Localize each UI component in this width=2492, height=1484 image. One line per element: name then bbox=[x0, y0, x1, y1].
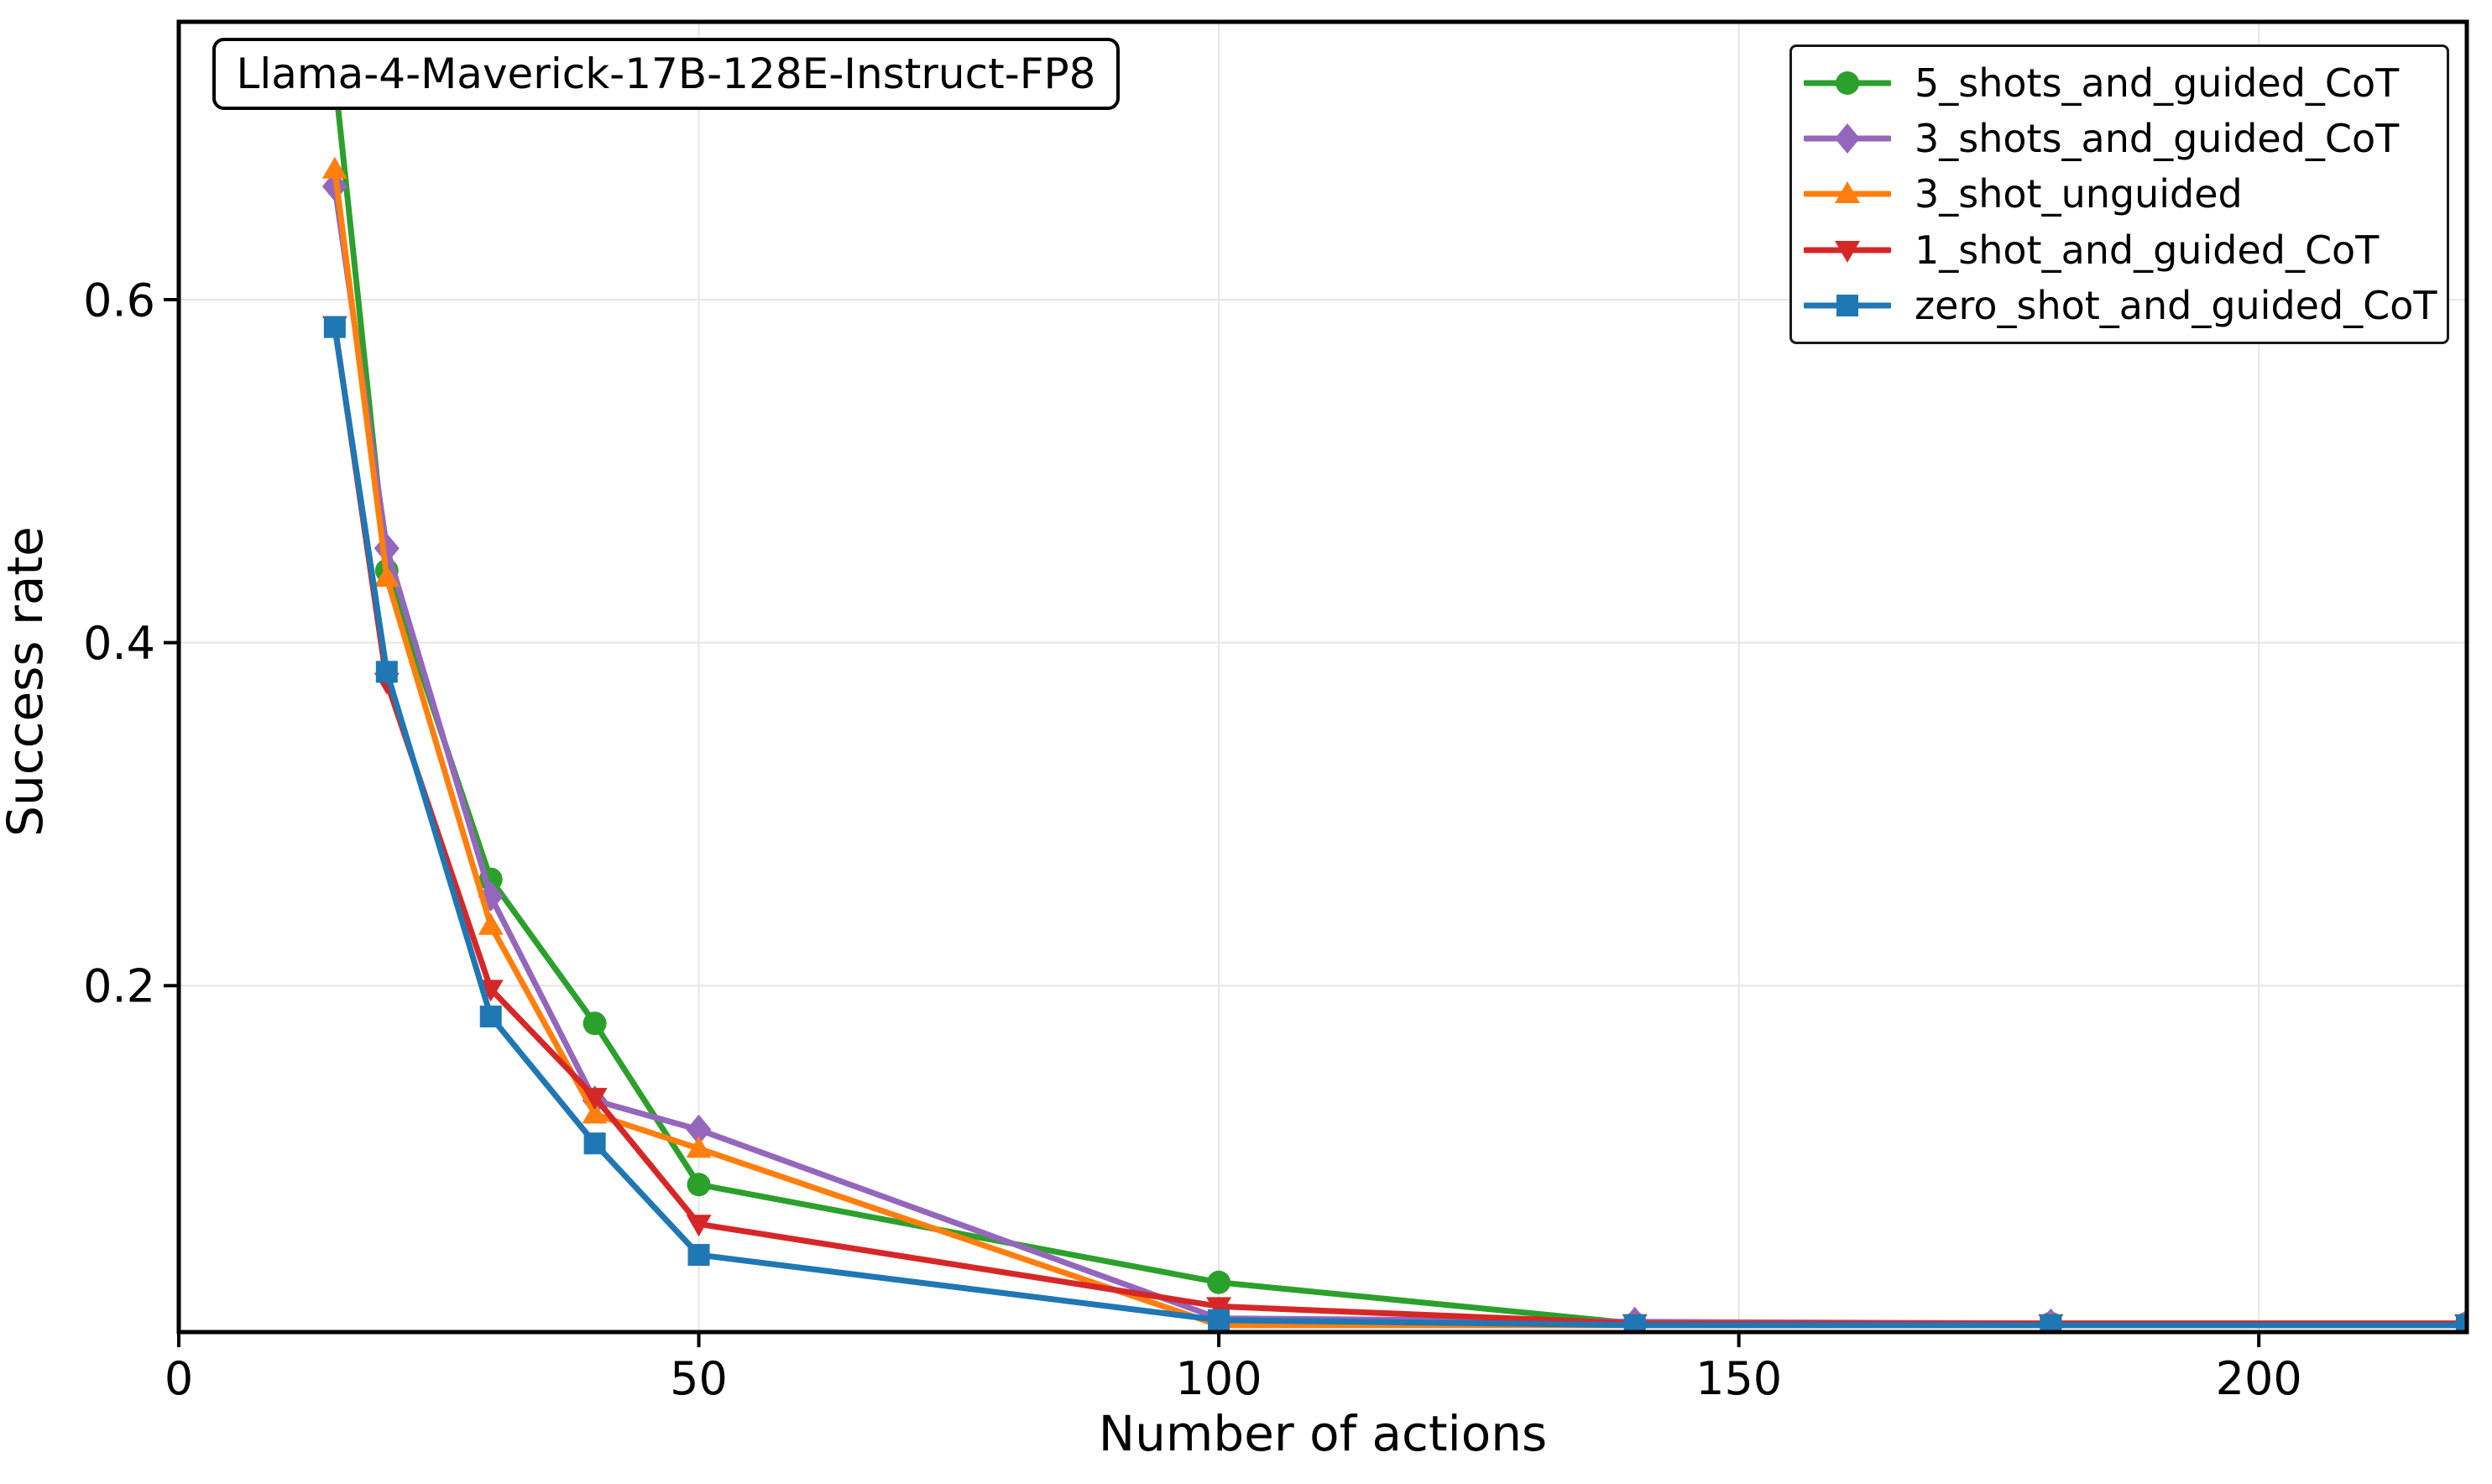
series-zero_shot_and_guided_CoT bbox=[323, 316, 2467, 1332]
circle-legend-marker-icon bbox=[1804, 71, 1891, 96]
y-tick-label-0.2: 0.2 bbox=[83, 960, 155, 1013]
x-tick-label-0: 0 bbox=[165, 1352, 193, 1405]
legend-label: 3_shot_unguided bbox=[1915, 171, 2243, 217]
legend-label: zero_shot_and_guided_CoT bbox=[1915, 282, 2437, 328]
legend-item-3_shots_and_guided_CoT: 3_shots_and_guided_CoT bbox=[1804, 112, 2435, 165]
x-tick-label-50: 50 bbox=[670, 1352, 728, 1405]
x-ticks bbox=[177, 1334, 2261, 1347]
chart-title-box: Llama-4-Maverick-17B-128E-Instruct-FP8 bbox=[212, 38, 1120, 110]
diamond-legend-marker-icon bbox=[1804, 123, 1891, 154]
legend-item-5_shots_and_guided_CoT: 5_shots_and_guided_CoT bbox=[1804, 56, 2435, 110]
triangle-up-legend-marker-icon bbox=[1804, 181, 1891, 204]
legend-label: 5_shots_and_guided_CoT bbox=[1915, 60, 2400, 107]
series-1_shot_and_guided_CoT bbox=[321, 316, 2467, 1332]
square-legend-marker-icon bbox=[1804, 294, 1891, 316]
y-ticks bbox=[164, 297, 177, 988]
legend-item-zero_shot_and_guided_CoT: zero_shot_and_guided_CoT bbox=[1804, 279, 2437, 332]
x-tick-label-200: 200 bbox=[2216, 1352, 2302, 1405]
y-tick-label-0.4: 0.4 bbox=[83, 617, 155, 670]
chart-title: Llama-4-Maverick-17B-128E-Instruct-FP8 bbox=[236, 50, 1096, 98]
x-tick-label-100: 100 bbox=[1176, 1352, 1262, 1405]
y-tick-label-0.6: 0.6 bbox=[83, 274, 155, 327]
y-axis-label: Success rate bbox=[0, 526, 54, 837]
series-group bbox=[321, 65, 2467, 1332]
legend: 5_shots_and_guided_CoT 3_shots_and_guided… bbox=[1789, 44, 2449, 344]
x-axis-label: Number of actions bbox=[1098, 1405, 1548, 1462]
legend-label: 3_shots_and_guided_CoT bbox=[1915, 116, 2400, 162]
legend-item-3_shot_unguided: 3_shot_unguided bbox=[1804, 167, 2435, 221]
legend-label: 1_shot_and_guided_CoT bbox=[1915, 227, 2380, 273]
triangle-down-legend-marker-icon bbox=[1804, 240, 1891, 263]
legend-item-1_shot_and_guided_CoT: 1_shot_and_guided_CoT bbox=[1804, 223, 2435, 277]
x-tick-label-150: 150 bbox=[1695, 1352, 1782, 1405]
plot-border bbox=[176, 19, 2469, 1335]
